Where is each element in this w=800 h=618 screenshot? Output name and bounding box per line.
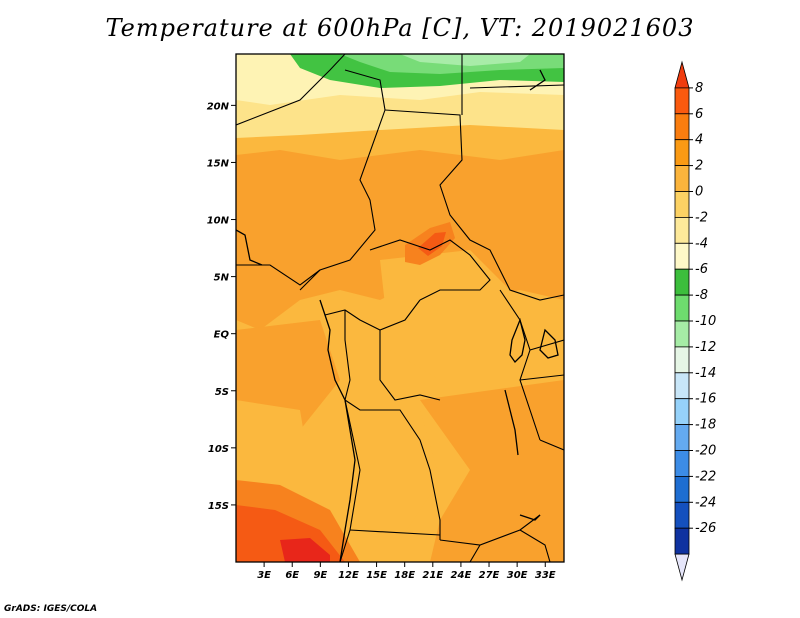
- colorbar-label: -16: [695, 392, 716, 407]
- lon-label: 9E: [313, 570, 327, 581]
- temperature-band-2-4-southeast: [420, 380, 564, 562]
- colorbar-box: [674, 268, 690, 296]
- colorbar-top-arrow: [674, 60, 690, 89]
- colorbar-label: -8: [695, 288, 708, 303]
- colorbar: 8 6 4 2 0 -2 -4 -6 -8 -10 -12 -14 -16 -18 -20 -22 -24 -26: [674, 60, 716, 582]
- lat-label: 5S: [215, 387, 229, 398]
- lat-label: 15S: [208, 501, 229, 512]
- colorbar-label: -22: [695, 469, 716, 484]
- colorbar-label: 4: [695, 133, 703, 148]
- longitude-axis: 3E 6E 9E 12E 15E 18E 21E 24E 27E 30E 33E: [257, 562, 556, 581]
- lat-label: 5N: [214, 273, 230, 284]
- colorbar-label: -10: [695, 314, 716, 329]
- country-borders: [236, 54, 564, 562]
- lat-label: 10S: [208, 444, 229, 455]
- colorbar-box: [674, 527, 690, 555]
- colorbar-box: [674, 113, 690, 141]
- lon-label: 18E: [394, 570, 415, 581]
- lon-label: 3E: [257, 570, 271, 581]
- temperature-patch-0-2-b: [236, 400, 310, 500]
- temperature-patch-0-2-a: [380, 250, 520, 380]
- colorbar-box: [674, 450, 690, 477]
- colorbar-box: [674, 424, 690, 451]
- colorbar-box: [674, 139, 690, 166]
- lon-label: 12E: [338, 570, 359, 581]
- colorbar-box: [674, 372, 690, 400]
- colorbar-box: [674, 501, 690, 529]
- colorbar-box: [674, 87, 690, 115]
- lon-label: 6E: [285, 570, 299, 581]
- colorbar-box: [674, 294, 690, 322]
- colorbar-box: [674, 398, 690, 426]
- colorbar-label: -4: [695, 236, 708, 251]
- lat-label: 10N: [207, 216, 230, 227]
- map-title: Temperature at 600hPa [C], VT: 201902160…: [105, 14, 695, 42]
- colorbar-box: [674, 165, 690, 192]
- map-panel: [236, 54, 564, 562]
- coastlines: [236, 69, 559, 562]
- colorbar-box: [674, 346, 690, 374]
- lat-label: EQ: [214, 330, 230, 341]
- colorbar-label: -18: [695, 418, 716, 433]
- colorbar-label: 2: [695, 159, 703, 174]
- colorbar-label: 0: [695, 185, 703, 200]
- map-frame: [235, 53, 565, 563]
- colorbar-label: -2: [695, 210, 708, 225]
- lon-label: 15E: [366, 570, 387, 581]
- lat-label: 20N: [207, 101, 230, 112]
- temperature-band-m10-m8-north: [400, 54, 530, 66]
- lon-label: 21E: [422, 570, 443, 581]
- colorbar-label: -26: [695, 521, 716, 536]
- lon-label: 33E: [535, 570, 556, 581]
- colorbar-label: -12: [695, 340, 716, 355]
- colorbar-bottom-arrow: [674, 553, 690, 582]
- latitude-axis: 20N 15N 10N 5N EQ 5S 10S 15S: [207, 101, 236, 512]
- colorbar-label: -6: [695, 262, 708, 277]
- lon-label: 30E: [507, 570, 528, 581]
- temperature-patch-0-2-c: [350, 400, 440, 540]
- colorbar-label: -24: [695, 495, 716, 510]
- colorbar-label: 8: [695, 81, 703, 96]
- temperature-hotspot-central-africa-core: [418, 232, 446, 256]
- colorbar-box: [674, 475, 690, 503]
- grads-credit: GrADS: IGES/COLA: [4, 604, 98, 614]
- colorbar-label: -20: [695, 444, 716, 459]
- colorbar-label: -14: [695, 366, 716, 381]
- temperature-band-8-southwest: [280, 538, 330, 562]
- colorbar-label: 6: [695, 107, 703, 122]
- colorbar-box: [674, 216, 690, 244]
- colorbar-box: [674, 191, 690, 218]
- colorbar-box: [674, 320, 690, 348]
- lat-label: 15N: [207, 158, 230, 169]
- lon-label: 24E: [451, 570, 472, 581]
- lon-label: 27E: [479, 570, 500, 581]
- colorbar-box: [674, 242, 690, 270]
